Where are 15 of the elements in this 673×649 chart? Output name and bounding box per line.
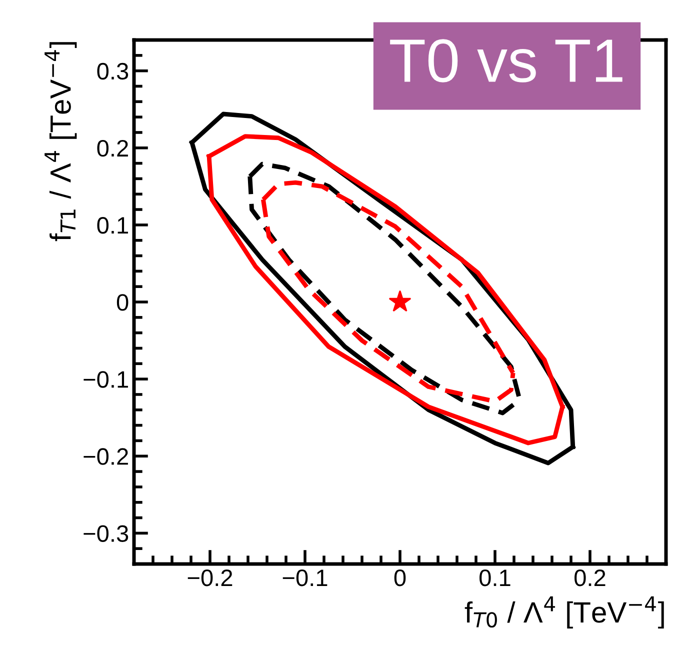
x-tick-label: 0 [394, 569, 406, 586]
x-tick-label: −0.2 [188, 569, 232, 586]
y-tick-label: −0.2 [84, 448, 128, 465]
x-tick-label: 0.1 [480, 569, 510, 586]
y-tick-label: 0.1 [97, 217, 128, 234]
y-tick-label: 0 [116, 294, 128, 311]
y-axis-title: f$_{T1}$ / Λ$^{4}$ [TeV$^{−4}$] [44, 42, 77, 242]
x-tick-label: −0.1 [282, 569, 328, 586]
y-tick-label: 0.2 [97, 140, 128, 157]
y-tick-label: −0.1 [84, 371, 128, 388]
x-tick-label: 0.2 [574, 569, 606, 586]
y-tick-label: −0.3 [84, 525, 128, 542]
y-tick-label: 0.3 [97, 62, 128, 80]
chart-title: T0 vs T1 [390, 39, 622, 82]
x-axis-title: f$_{T0}$ / Λ$^{4}$ [TeV$^{−4}$] [464, 596, 664, 629]
